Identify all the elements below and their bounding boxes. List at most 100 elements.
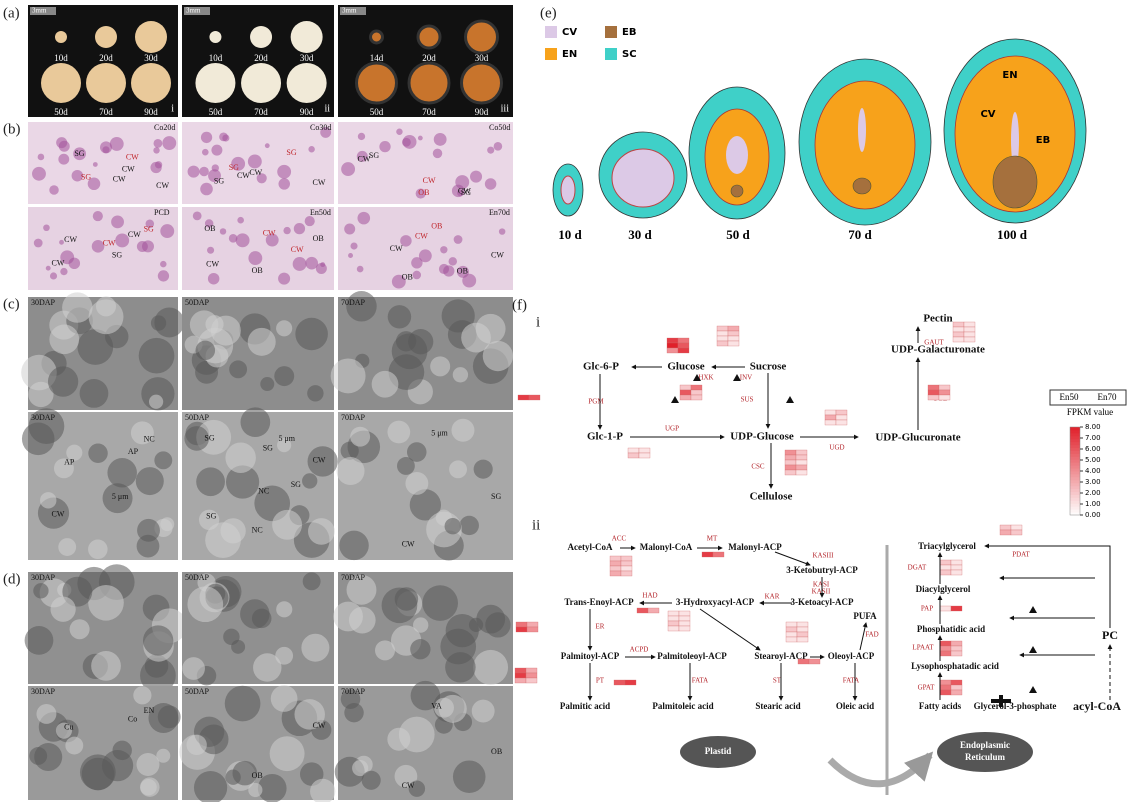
day-label: 70d [422, 107, 436, 117]
texture [77, 329, 114, 365]
annotation: CW [103, 239, 116, 248]
heatmap-cell [525, 677, 538, 684]
texture [68, 257, 81, 270]
texture [412, 270, 422, 280]
texture [320, 126, 332, 138]
texture [186, 734, 207, 756]
pathway-node: Stearoyl-ACP [754, 651, 808, 661]
central-vacuole [858, 108, 866, 152]
texture [69, 619, 90, 640]
texture [196, 467, 225, 497]
texture [397, 457, 415, 475]
organelle-label: Plastid [705, 746, 732, 756]
heatmap-cell [795, 464, 808, 471]
colorbar-step [1070, 429, 1080, 434]
texture [394, 587, 419, 611]
texture [276, 601, 293, 618]
triangle [786, 396, 794, 403]
texture [433, 132, 447, 146]
heatmap-cell [999, 529, 1012, 536]
day-label: 10d [209, 53, 223, 63]
colorbar-step [1070, 497, 1080, 501]
annotation: CW [52, 259, 65, 268]
box-title: 30DAP [31, 687, 56, 696]
seed [241, 63, 282, 103]
stage-label: 70 d [848, 227, 872, 242]
structure-label: EB [1036, 135, 1050, 146]
texture [379, 140, 391, 153]
texture [88, 584, 124, 621]
heatmap-cell [727, 340, 740, 347]
box-title: 50DAP [185, 298, 210, 307]
texture [157, 270, 170, 282]
annotation: NC [258, 486, 269, 495]
texture [339, 530, 369, 561]
heatmap-cell [679, 384, 692, 391]
legend-column: En50 [1060, 392, 1079, 402]
texture [88, 539, 108, 560]
pathway-node: Triacylglycerol [918, 541, 976, 551]
enzyme-label: PT [596, 677, 605, 685]
annotation: CW [313, 178, 326, 187]
day-label: 70d [99, 107, 113, 117]
texture [36, 704, 57, 724]
legend-swatch [545, 26, 557, 38]
texture [310, 778, 336, 802]
panel-label: (f) [512, 297, 527, 313]
heatmap-cell [950, 605, 963, 612]
box-title: 50DAP [185, 573, 210, 582]
texture [248, 251, 263, 266]
heatmap-cell [939, 689, 952, 696]
heatmap-cell [938, 394, 951, 401]
annotation: OB [252, 771, 263, 780]
texture [350, 426, 371, 447]
colorbar-step [1070, 432, 1080, 437]
seed [41, 63, 81, 103]
colorbar-step [1070, 491, 1080, 495]
annotation: EN [144, 706, 155, 715]
texture [293, 223, 306, 235]
texture [140, 779, 157, 796]
colorbar-step [1070, 427, 1080, 431]
heatmap-cell [939, 640, 952, 647]
colorbar-label: 5.00 [1085, 456, 1101, 464]
pathway-node: 3-Hydroxyacyl-ACP [676, 597, 755, 607]
texture [473, 459, 493, 479]
texture [278, 272, 291, 285]
heatmap-cell [647, 607, 660, 614]
texture [484, 178, 497, 190]
day-label: 20d [422, 53, 436, 63]
texture [154, 161, 163, 169]
heatmap-cell [690, 394, 703, 401]
heatmap-cell [678, 615, 691, 622]
enzyme-label: HAD [642, 592, 657, 600]
texture [192, 211, 202, 221]
colorbar-step [1070, 494, 1080, 498]
texture [391, 274, 406, 289]
texture [200, 182, 213, 196]
heatmap-cell [939, 684, 952, 691]
texture [49, 324, 80, 355]
scale-bar [340, 7, 366, 15]
texture [487, 146, 495, 154]
day-label: 30d [475, 53, 489, 63]
annotation: OB [418, 188, 429, 197]
annotation: CW [206, 259, 219, 268]
colorbar-label: 6.00 [1085, 445, 1101, 453]
pathway-node: Palmitoleic acid [652, 701, 713, 711]
legend-swatch [605, 48, 617, 60]
texture [361, 770, 381, 790]
annotation: CW [390, 244, 403, 253]
texture [410, 639, 431, 660]
heatmap-cell [952, 331, 965, 338]
texture [340, 441, 359, 460]
panel-label: (d) [3, 571, 21, 587]
texture [344, 223, 356, 235]
texture [260, 377, 275, 392]
colorbar-label: 7.00 [1085, 434, 1101, 442]
texture [45, 265, 51, 271]
heatmap-cell [514, 677, 527, 684]
enzyme-label: ACPD [630, 646, 649, 654]
seed [55, 31, 67, 43]
pathway-node: Stearic acid [755, 701, 800, 711]
